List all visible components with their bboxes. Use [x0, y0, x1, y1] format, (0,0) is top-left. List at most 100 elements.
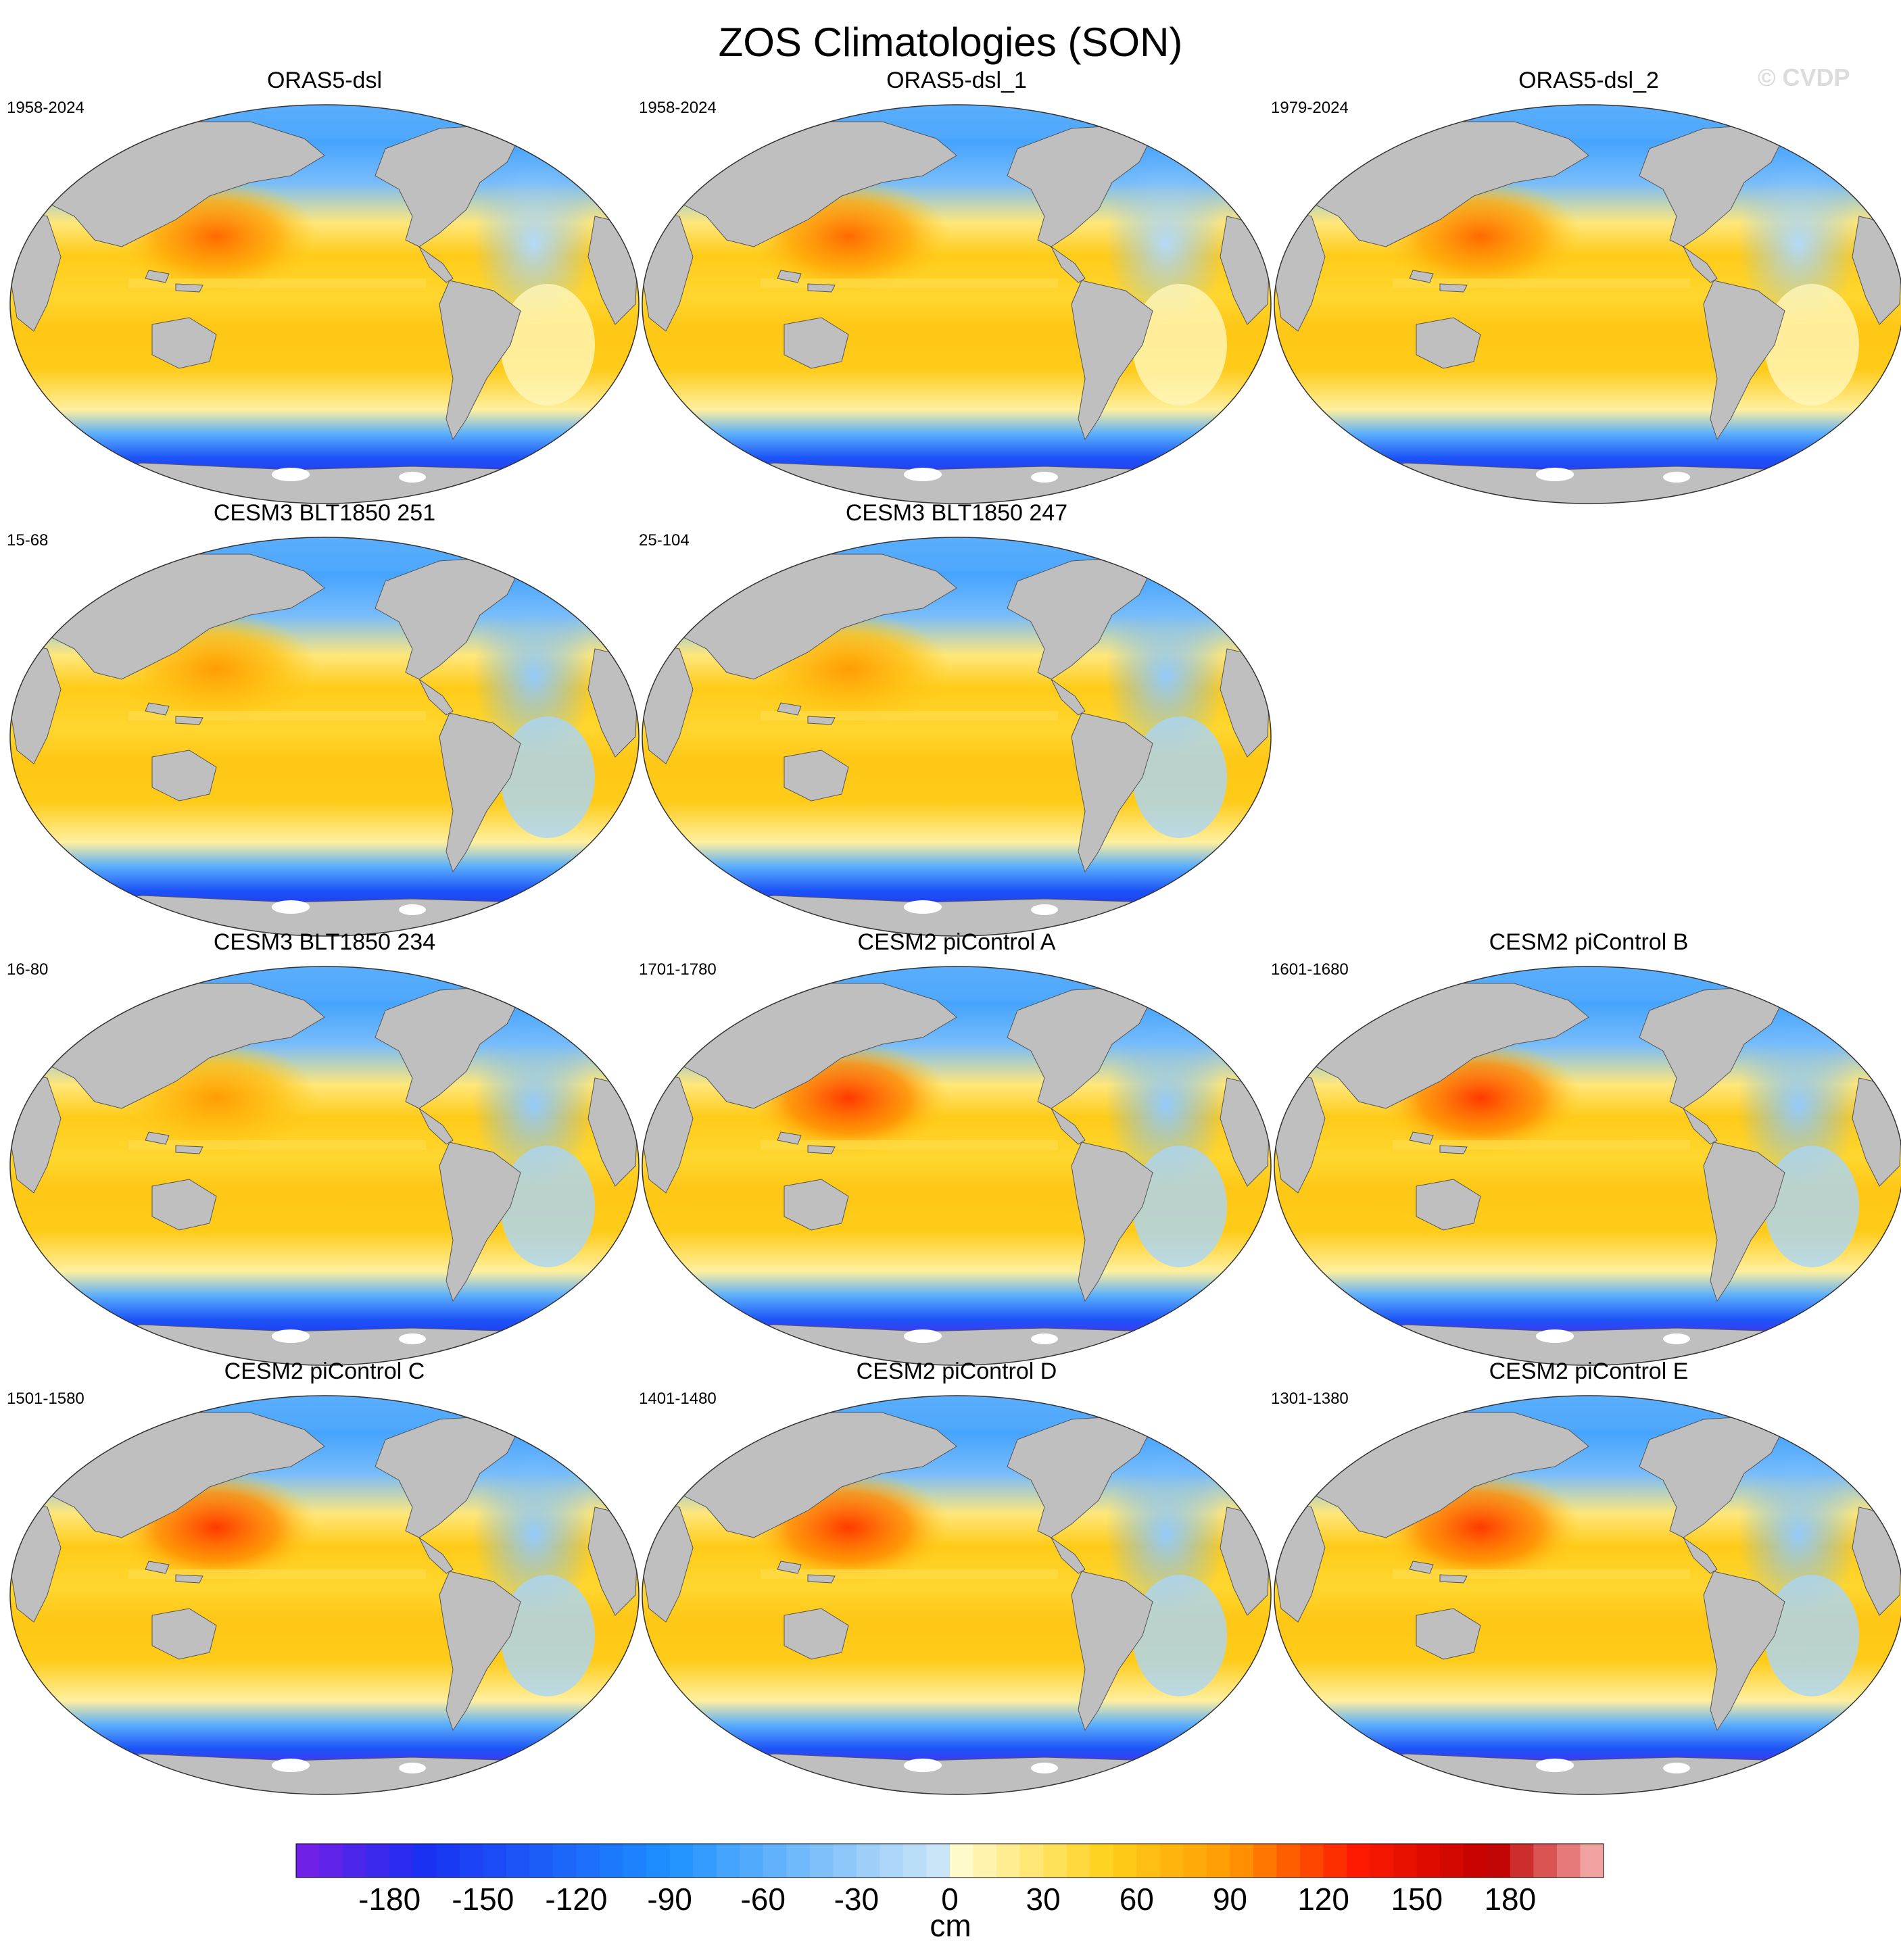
colorbar-tick-label: 60 — [1120, 1882, 1154, 1917]
colorbar-box — [669, 1844, 694, 1878]
world-map — [1274, 966, 1901, 1366]
colorbar-box — [343, 1844, 367, 1878]
panel-years: 15-68 — [7, 531, 49, 549]
colorbar-box — [716, 1844, 740, 1878]
world-map — [642, 537, 1272, 937]
colorbar-box — [599, 1844, 623, 1878]
panel-years: 1958-2024 — [639, 99, 717, 117]
colorbar-box — [436, 1844, 460, 1878]
colorbar-tick-labels: -180 -150 -120 -90 -60 -30 0 30 60 90 120 150 180 — [358, 1882, 1536, 1917]
colorbar-box — [740, 1844, 764, 1878]
colorbar-box — [1206, 1844, 1230, 1878]
colorbar-tick-label: 30 — [1026, 1882, 1061, 1917]
colorbar-box — [623, 1844, 647, 1878]
map-panel: CESM2 piControl C 1501-1580 — [7, 1358, 642, 1795]
colorbar-box — [1183, 1844, 1207, 1878]
map-panel: CESM2 piControl A 1701-1780 — [639, 929, 1274, 1366]
panel-title: ORAS5-dsl_1 — [886, 68, 1027, 93]
map-panel: ORAS5-dsl_1 1958-2024 — [639, 68, 1274, 504]
watermark: © CVDP — [1758, 64, 1850, 91]
colorbar-tick-label: 150 — [1391, 1882, 1443, 1917]
map-panel: CESM3 BLT1850 234 16-80 — [7, 929, 642, 1366]
colorbar-tick-label: 90 — [1213, 1882, 1247, 1917]
panel-years: 1958-2024 — [7, 99, 85, 117]
world-map — [9, 537, 640, 937]
colorbar-box — [389, 1844, 414, 1878]
colorbar-box — [903, 1844, 927, 1878]
colorbar-box — [529, 1844, 554, 1878]
colorbar-box — [1556, 1844, 1581, 1878]
colorbar-box — [1487, 1844, 1511, 1878]
colorbar-box — [693, 1844, 717, 1878]
panel-title: CESM2 piControl A — [857, 929, 1056, 955]
world-map — [1274, 1395, 1901, 1795]
panel-title: CESM2 piControl C — [224, 1358, 425, 1384]
panel-title: CESM2 piControl D — [856, 1358, 1057, 1384]
colorbar-box — [880, 1844, 904, 1878]
colorbar-box — [1159, 1844, 1184, 1878]
world-map — [9, 1395, 640, 1795]
panel-title: CESM2 piControl E — [1489, 1358, 1689, 1384]
colorbar-box — [786, 1844, 811, 1878]
colorbar-box — [1090, 1844, 1114, 1878]
colorbar-box — [1510, 1844, 1534, 1878]
colorbar-tick-label: -150 — [452, 1882, 514, 1917]
map-panel: CESM3 BLT1850 247 25-104 — [639, 500, 1274, 937]
colorbar-box — [646, 1844, 671, 1878]
panel-title: CESM3 BLT1850 247 — [845, 500, 1068, 526]
colorbar-tick-label: -90 — [647, 1882, 692, 1917]
colorbar-box — [1393, 1844, 1418, 1878]
colorbar-box — [1580, 1844, 1604, 1878]
colorbar-tick-label: -180 — [358, 1882, 420, 1917]
panel-years: 1301-1380 — [1271, 1390, 1349, 1408]
colorbar-box — [1416, 1844, 1441, 1878]
colorbar-box — [1066, 1844, 1090, 1878]
panel-years: 1501-1580 — [7, 1390, 85, 1408]
colorbar-box — [552, 1844, 577, 1878]
colorbar-box — [1276, 1844, 1301, 1878]
colorbar-box — [1019, 1844, 1044, 1878]
world-map — [642, 966, 1272, 1366]
colorbar-box — [763, 1844, 787, 1878]
colorbar-box — [1323, 1844, 1347, 1878]
colorbar-box — [973, 1844, 997, 1878]
map-panel: CESM2 piControl D 1401-1480 — [639, 1358, 1274, 1795]
colorbar-boxes — [295, 1843, 1604, 1878]
colorbar-box — [576, 1844, 600, 1878]
map-panel: ORAS5-dsl 1958-2024 — [7, 68, 642, 504]
map-panel: CESM2 piControl B 1601-1680 — [1271, 929, 1901, 1366]
colorbar-box — [1463, 1844, 1487, 1878]
panel-years: 1979-2024 — [1271, 99, 1349, 117]
colorbar-box — [412, 1844, 437, 1878]
map-panel: CESM2 piControl E 1301-1380 — [1271, 1358, 1901, 1795]
map-panel: CESM3 BLT1850 251 15-68 — [7, 500, 642, 937]
world-map — [642, 1395, 1272, 1795]
colorbar-box — [1370, 1844, 1394, 1878]
colorbar-tick-label: -120 — [545, 1882, 607, 1917]
world-map — [642, 104, 1272, 504]
panel-title: CESM3 BLT1850 251 — [213, 500, 436, 526]
world-map — [9, 104, 640, 504]
panel-title: ORAS5-dsl_2 — [1518, 68, 1659, 93]
colorbar-box — [809, 1844, 834, 1878]
panel-title: ORAS5-dsl — [266, 68, 383, 93]
colorbar-box — [1230, 1844, 1254, 1878]
colorbar-box — [366, 1844, 390, 1878]
panel-title: CESM2 piControl B — [1489, 929, 1689, 955]
colorbar-box — [296, 1844, 320, 1878]
colorbar-tick-label: 0 — [941, 1882, 959, 1917]
colorbar-tick-label: -30 — [834, 1882, 879, 1917]
colorbar-box — [1253, 1844, 1277, 1878]
colorbar-box — [506, 1844, 530, 1878]
colorbar-frame — [295, 1843, 1604, 1878]
colorbar-tick-label: 120 — [1297, 1882, 1349, 1917]
world-map — [1274, 104, 1901, 504]
panel-years: 16-80 — [7, 960, 49, 979]
colorbar-box — [1347, 1844, 1371, 1878]
figure-title: ZOS Climatologies (SON) — [718, 20, 1183, 65]
map-panel: ORAS5-dsl_2 1979-2024 — [1271, 68, 1901, 504]
colorbar-box — [1300, 1844, 1324, 1878]
colorbar-label: cm — [930, 1908, 971, 1943]
panel-years: 1701-1780 — [639, 960, 717, 979]
colorbar-box — [1533, 1844, 1558, 1878]
